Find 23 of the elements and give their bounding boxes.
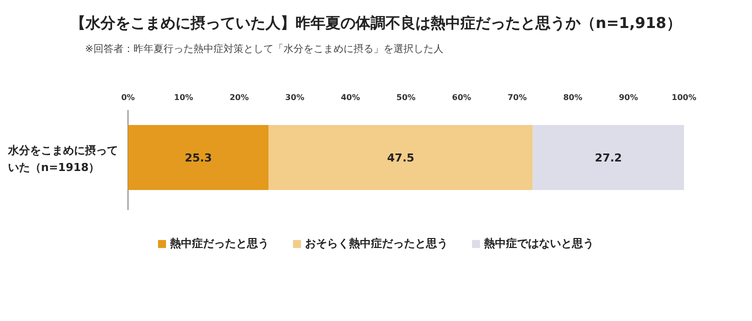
bar <box>268 125 533 190</box>
x-tick-label: 60% <box>452 93 472 102</box>
x-tick-label: 80% <box>563 93 582 102</box>
x-tick-label: 50% <box>396 93 416 102</box>
x-tick-label: 40% <box>340 93 360 102</box>
legend-label: 熱中症ではないと思う <box>484 237 594 250</box>
chart-title: 【水分をこまめに摂っていた人】昨年夏の体調不良は熱中症だったと思うか（n=1,918） <box>70 14 682 33</box>
x-tick-label: 100% <box>672 93 696 102</box>
data-label: 27.2 <box>594 152 622 164</box>
x-tick-label: 70% <box>508 93 527 102</box>
y-tick-label: 水分をこまめに摂っていた（n=1918） <box>8 142 119 176</box>
chart-subtitle: ※回答者：昨年夏行った熱中症対策として「水分をこまめに摂る」を選択した人 <box>85 42 444 56</box>
x-tick-label: 10% <box>174 93 194 102</box>
x-tick-label: 20% <box>230 93 249 102</box>
data-label: 47.5 <box>387 152 414 164</box>
bar <box>128 125 269 190</box>
x-tick-label: 30% <box>285 93 304 102</box>
x-tick-label: 0% <box>121 93 135 102</box>
legend-label: 熱中症だったと思う <box>170 237 269 250</box>
legend-label: おそらく熱中症だったと思う <box>305 237 448 250</box>
data-label: 25.3 <box>184 152 212 164</box>
x-tick-label: 90% <box>618 93 638 102</box>
bar <box>532 125 684 190</box>
